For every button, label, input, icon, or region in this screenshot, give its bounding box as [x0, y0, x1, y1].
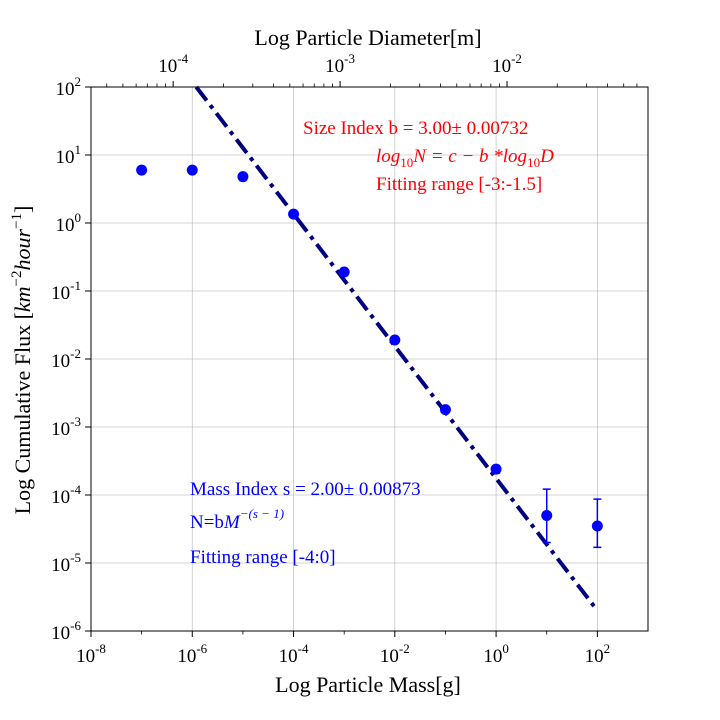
x-tick-label: 10-2	[380, 641, 410, 667]
y-tick-label-base: 10	[51, 487, 70, 508]
size-range-text: Fitting range [-3:-1.5]	[376, 174, 542, 195]
y-tick-label: 10-2	[51, 346, 81, 372]
data-point	[338, 266, 350, 278]
top-tick-label: 10-3	[325, 51, 355, 77]
x-tick-label-exp: -6	[196, 641, 207, 656]
top-tick-label-exp: -2	[511, 51, 522, 66]
data-point	[136, 164, 148, 176]
mass-range-text: Fitting range [-4:0]	[190, 547, 336, 568]
fit-line	[194, 85, 599, 612]
data-point	[389, 334, 401, 346]
y-tick-label-base: 10	[51, 555, 70, 576]
y-tick-label: 10-5	[51, 550, 81, 576]
x-tick-label-base: 10	[585, 646, 604, 667]
y-tick-label-exp: 0	[75, 210, 82, 225]
x-tick-label-base: 10	[177, 646, 196, 667]
mass-formula-text: N=bM−(s − 1)	[190, 506, 284, 533]
y-axis-title-unit: km	[10, 286, 35, 312]
size-formula-sub1: 10	[400, 155, 413, 170]
y-tick-label: 101	[56, 142, 82, 168]
mass-formula-a: N=b	[190, 512, 224, 533]
x-tick-label-base: 10	[483, 646, 502, 667]
top-tick-label: 10-4	[158, 51, 188, 77]
top-tick-label-base: 10	[158, 56, 177, 77]
y-tick-label-base: 10	[51, 351, 70, 372]
top-axis-title: Log Particle Diameter[m]	[254, 25, 481, 50]
y-tick-label-exp: -3	[70, 414, 81, 429]
data-point	[541, 509, 553, 521]
size-formula-a: log	[376, 146, 400, 167]
y-tick-label: 10-4	[51, 482, 81, 508]
y-tick-label-base: 10	[56, 79, 75, 100]
y-tick-label-base: 10	[56, 147, 75, 168]
mass-annotation: Mass Index s = 2.00± 0.00873 N=bM−(s − 1…	[190, 479, 421, 568]
y-tick-label-base: 10	[51, 283, 70, 304]
y-tick-label-exp: -6	[70, 618, 81, 633]
y-tick-label-exp: -1	[70, 278, 81, 293]
x-tick-label: 10-8	[76, 641, 106, 667]
top-tick-label-exp: -4	[177, 51, 188, 66]
y-tick-label: 10-1	[51, 278, 81, 304]
y-tick-label-exp: 1	[75, 142, 82, 157]
x-tick-label-exp: -8	[95, 641, 106, 656]
x-tick-label-base: 10	[76, 646, 95, 667]
plot-area	[90, 85, 649, 632]
y-tick-label-exp: 2	[75, 74, 82, 89]
data-point	[490, 463, 502, 475]
top-tick-label: 10-2	[492, 51, 522, 77]
x-tick-label-exp: -4	[298, 641, 309, 656]
top-axis-ticks: 10-4 10-3 10-2	[106, 51, 638, 87]
x-tick-label-exp: 0	[502, 641, 509, 656]
y-tick-label: 102	[56, 74, 82, 100]
data-point	[186, 164, 198, 176]
data-point	[591, 520, 603, 532]
top-tick-label-base: 10	[492, 56, 511, 77]
mass-formula-sup: −(s − 1)	[240, 506, 284, 521]
y-axis-title-exp1: −2	[9, 270, 25, 286]
y-tick-label: 10-6	[51, 618, 81, 644]
grid-lines	[90, 86, 648, 632]
y-tick-label-base: 10	[51, 623, 70, 644]
top-tick-label-base: 10	[325, 56, 344, 77]
data-point	[288, 208, 300, 220]
fit-line-layer	[194, 85, 599, 612]
y-axis-title-text: Log Cumulative Flux [	[10, 312, 35, 514]
x-tick-label: 100	[483, 641, 509, 667]
y-tick-label-base: 10	[51, 419, 70, 440]
y-axis-title-close: ]	[10, 206, 35, 213]
data-points-layer	[136, 164, 603, 549]
top-tick-label-exp: -3	[344, 51, 355, 66]
x-tick-label: 102	[585, 641, 611, 667]
size-formula-c: D	[539, 146, 554, 167]
data-point	[439, 404, 451, 416]
y-tick-label-base: 10	[56, 215, 75, 236]
mass-index-text: Mass Index s = 2.00± 0.00873	[190, 479, 421, 500]
x-tick-label: 10-4	[279, 641, 309, 667]
x-tick-label-exp: 2	[604, 641, 611, 656]
size-formula-text: log10N = c − b *log10D	[376, 146, 554, 170]
y-tick-label: 100	[56, 210, 82, 236]
y-tick-label: 10-3	[51, 414, 81, 440]
y-tick-label-exp: -2	[70, 346, 81, 361]
x-axis-title: Log Particle Mass[g]	[275, 672, 461, 697]
y-axis-title-exp2: −1	[9, 213, 25, 229]
size-formula-b: N = c − b *log	[412, 146, 527, 167]
data-point	[237, 171, 249, 183]
mass-formula-b: M	[223, 512, 241, 533]
size-annotation: Size Index b = 3.00± 0.00732 log10N = c …	[303, 118, 554, 195]
y-axis-title: Log Cumulative Flux [km−2hour−1]	[9, 206, 35, 515]
y-tick-label-exp: -5	[70, 550, 81, 565]
x-tick-label-base: 10	[279, 646, 298, 667]
x-axis-ticks: 10-8 10-6 10-4 10-2 100 102	[76, 631, 610, 667]
x-tick-label-base: 10	[380, 646, 399, 667]
y-tick-label-exp: -4	[70, 482, 81, 497]
y-axis-title-unit2: hour	[10, 228, 35, 270]
x-tick-label-exp: -2	[399, 641, 410, 656]
size-index-text: Size Index b = 3.00± 0.00732	[303, 118, 528, 139]
size-formula-sub2: 10	[527, 155, 540, 170]
x-tick-label: 10-6	[177, 641, 207, 667]
